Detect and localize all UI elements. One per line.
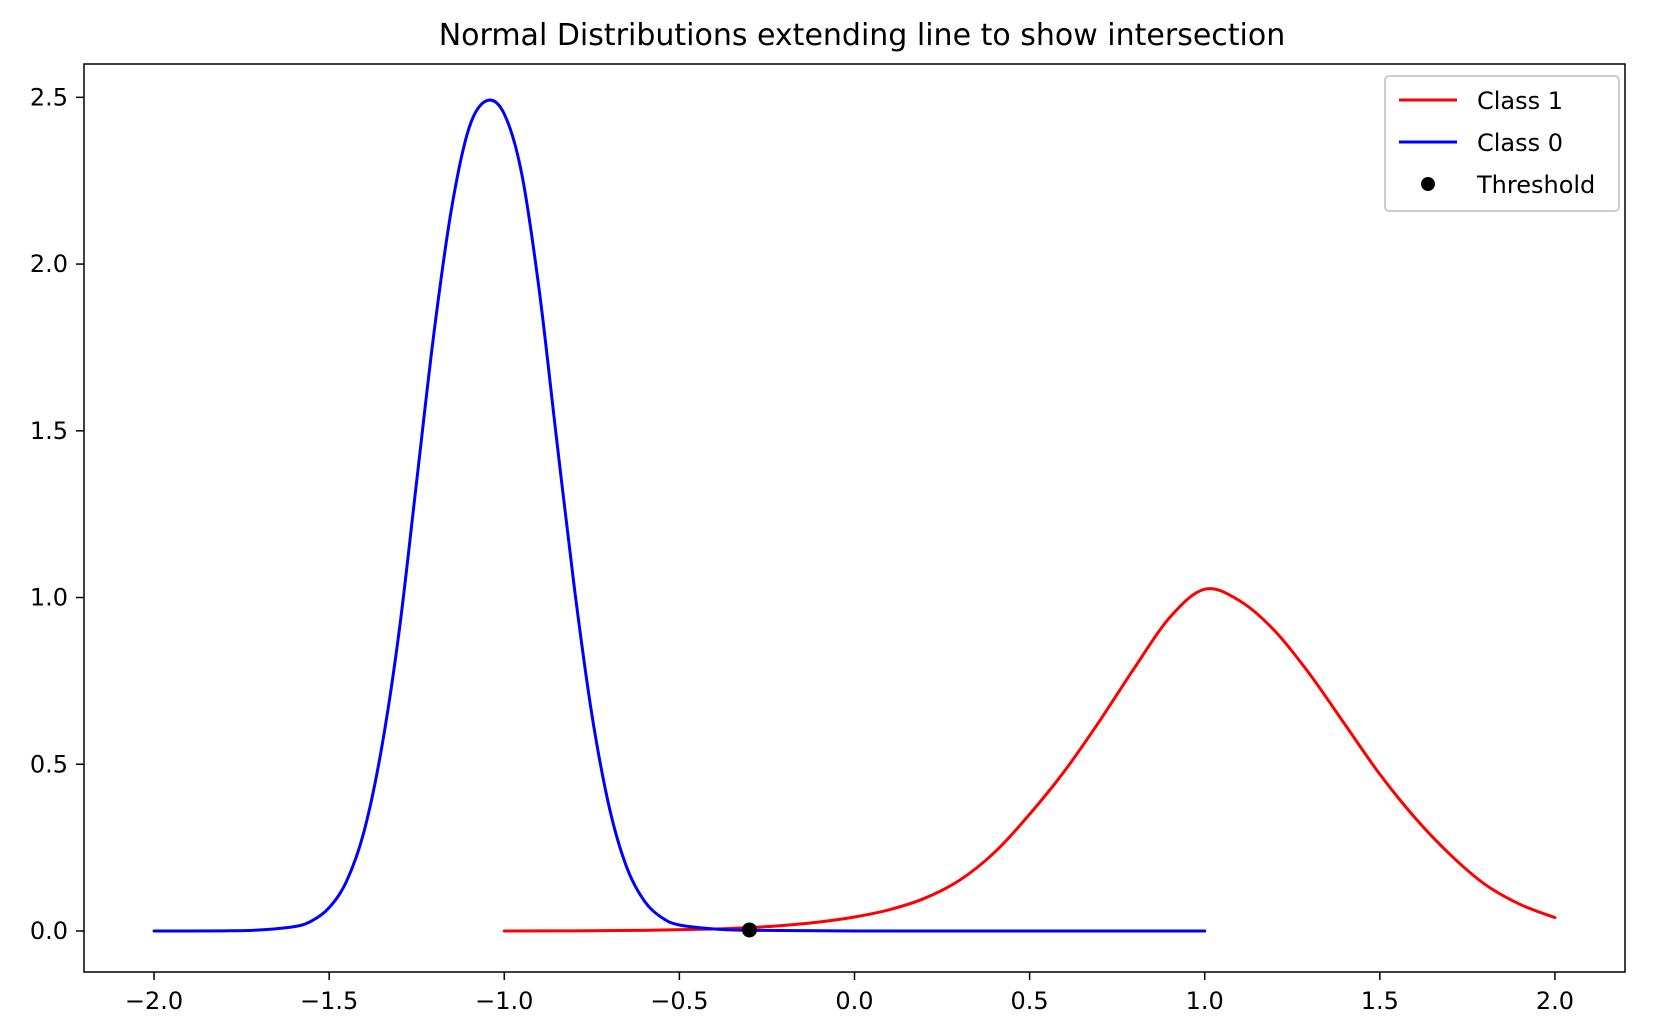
- y-tick-label: 2.5: [30, 83, 68, 111]
- x-tick-label: 0.5: [1011, 987, 1049, 1015]
- y-tick-label: 1.5: [30, 417, 68, 445]
- x-tick-label: 1.5: [1361, 987, 1399, 1015]
- legend: Class 1 Class 0 Threshold: [1385, 76, 1619, 211]
- y-tick-label: 0.0: [30, 917, 68, 945]
- legend-class-1-label: Class 1: [1477, 87, 1563, 115]
- x-tick-label: −1.0: [475, 987, 533, 1015]
- x-tick-label: −2.0: [125, 987, 183, 1015]
- x-tick-label: −0.5: [650, 987, 708, 1015]
- legend-threshold-label: Threshold: [1476, 171, 1595, 199]
- y-tick-label: 0.5: [30, 750, 68, 778]
- chart-title: Normal Distributions extending line to s…: [439, 18, 1286, 53]
- x-tick-label: −1.5: [300, 987, 358, 1015]
- x-tick-label: 1.0: [1186, 987, 1224, 1015]
- threshold-point: [742, 922, 757, 937]
- y-tick-label: 1.0: [30, 584, 68, 612]
- y-tick-label: 2.0: [30, 250, 68, 278]
- x-tick-label: 2.0: [1536, 987, 1574, 1015]
- legend-threshold-marker: [1421, 177, 1435, 191]
- legend-class-0-label: Class 0: [1477, 129, 1563, 157]
- x-tick-label: 0.0: [835, 987, 873, 1015]
